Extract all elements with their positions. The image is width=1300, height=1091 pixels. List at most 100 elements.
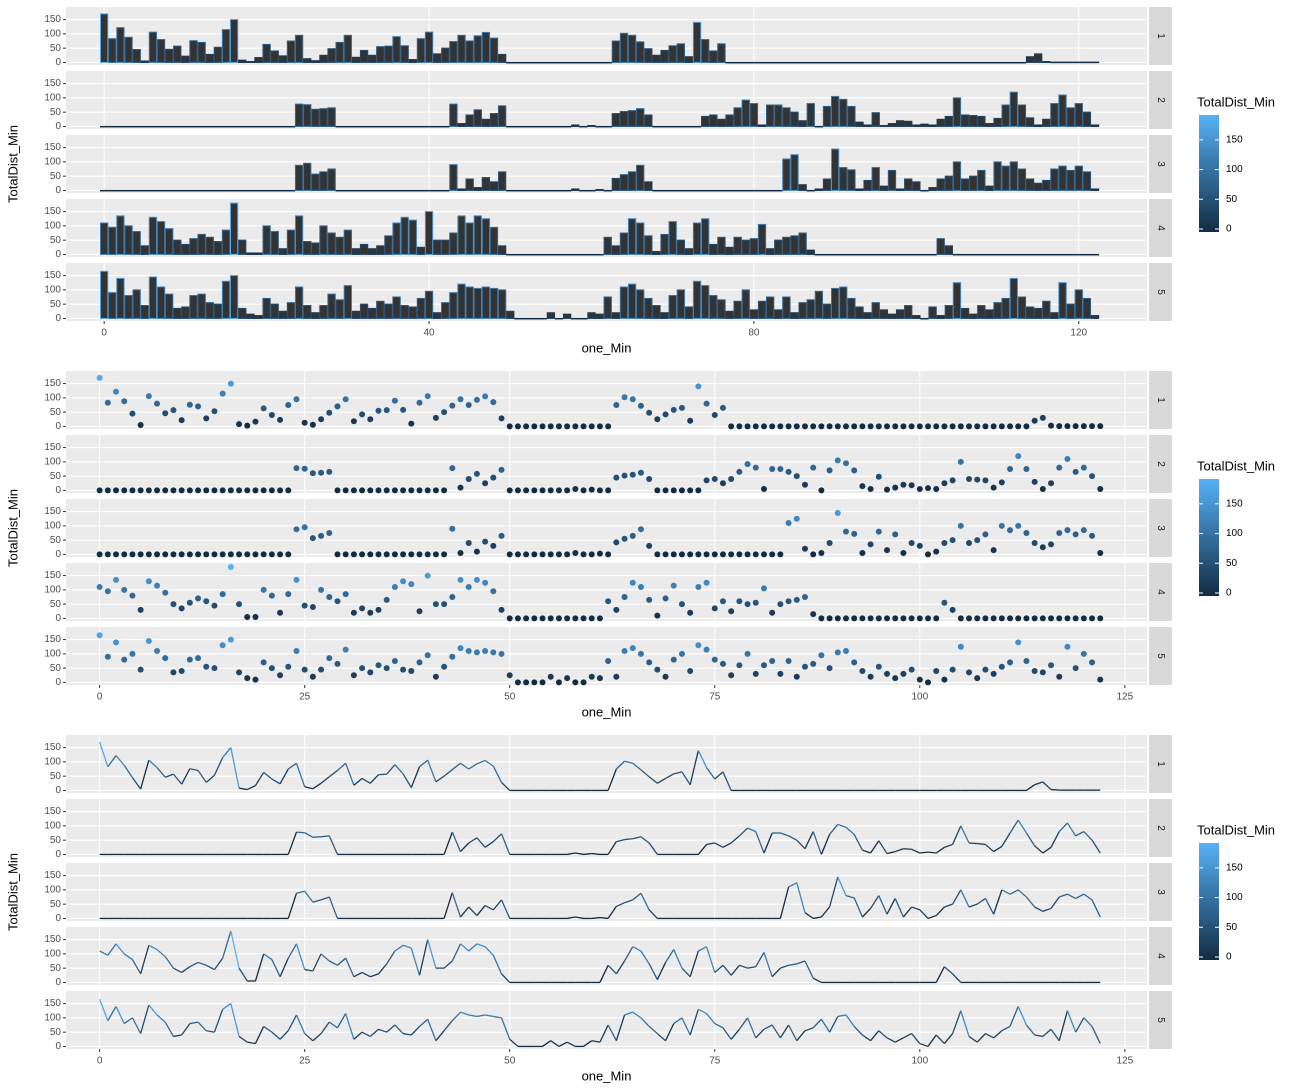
bar bbox=[1082, 253, 1092, 256]
strip-label: 3 bbox=[1155, 889, 1166, 895]
line-segment bbox=[894, 848, 904, 853]
line-segment bbox=[476, 759, 486, 765]
bar bbox=[806, 61, 815, 64]
point bbox=[465, 584, 472, 590]
bar bbox=[928, 306, 937, 319]
line-segment bbox=[501, 781, 511, 791]
bar bbox=[1082, 171, 1092, 191]
line-segment bbox=[500, 1017, 511, 1040]
line-segment bbox=[911, 848, 921, 854]
bar bbox=[351, 189, 361, 192]
bar bbox=[530, 61, 539, 64]
line-segment bbox=[443, 1020, 453, 1032]
bar bbox=[619, 32, 629, 63]
bar bbox=[1050, 168, 1059, 191]
line-segment bbox=[476, 943, 486, 948]
point bbox=[301, 419, 308, 426]
line-segment bbox=[1009, 1006, 1019, 1027]
line-segment bbox=[624, 838, 633, 841]
line-segment bbox=[960, 825, 970, 844]
panel bbox=[66, 927, 1147, 985]
y-axis-title: TotalDist_Min bbox=[5, 853, 20, 931]
point bbox=[588, 615, 595, 622]
bar bbox=[246, 189, 255, 192]
point bbox=[162, 655, 169, 662]
point bbox=[966, 669, 973, 676]
point bbox=[1023, 615, 1030, 622]
bar bbox=[717, 118, 726, 127]
point bbox=[252, 614, 259, 620]
bar bbox=[197, 125, 206, 128]
bar bbox=[140, 125, 149, 128]
point bbox=[400, 551, 407, 558]
line-segment bbox=[837, 876, 847, 896]
bar bbox=[985, 61, 994, 64]
line-segment bbox=[484, 759, 494, 767]
point bbox=[145, 638, 152, 644]
bar bbox=[830, 148, 840, 191]
bar bbox=[416, 38, 426, 63]
line-segment bbox=[665, 949, 675, 963]
bar bbox=[960, 253, 970, 256]
point bbox=[391, 551, 398, 558]
line-segment bbox=[755, 1028, 765, 1039]
line-segment bbox=[804, 1027, 814, 1032]
bar bbox=[977, 115, 986, 127]
point bbox=[408, 487, 415, 494]
bar bbox=[262, 297, 271, 319]
bar bbox=[132, 189, 141, 192]
bar bbox=[1066, 253, 1075, 256]
point bbox=[974, 615, 981, 622]
point bbox=[482, 579, 489, 586]
line-segment bbox=[164, 956, 174, 969]
x-tick-label: 0 bbox=[97, 1056, 103, 1067]
line-segment bbox=[222, 930, 232, 959]
point bbox=[391, 584, 398, 590]
bar bbox=[977, 305, 986, 319]
point bbox=[974, 675, 981, 682]
line-segment bbox=[796, 882, 806, 913]
bar bbox=[522, 61, 531, 64]
point bbox=[219, 390, 226, 397]
point bbox=[375, 662, 382, 669]
point bbox=[1080, 464, 1087, 471]
line-segment bbox=[903, 1032, 912, 1039]
bar bbox=[254, 189, 263, 192]
bar bbox=[286, 40, 296, 63]
x-axis-title: one_Min bbox=[582, 704, 632, 719]
point bbox=[949, 477, 956, 484]
point bbox=[1048, 615, 1055, 622]
point bbox=[572, 423, 579, 430]
point bbox=[219, 642, 226, 649]
point bbox=[687, 551, 694, 558]
colorbar-label: 150 bbox=[1226, 498, 1243, 509]
line-segment bbox=[1001, 889, 1011, 895]
bar bbox=[546, 189, 556, 192]
y-tick-label: 0 bbox=[55, 785, 61, 796]
bar bbox=[278, 248, 288, 255]
line-segment bbox=[779, 1024, 790, 1039]
bar bbox=[936, 118, 945, 127]
point bbox=[219, 591, 226, 598]
point bbox=[1007, 423, 1014, 430]
bar bbox=[197, 189, 206, 192]
bar bbox=[1042, 179, 1051, 191]
line-segment bbox=[681, 1017, 691, 1036]
point bbox=[432, 601, 439, 608]
point bbox=[1097, 615, 1104, 622]
bar bbox=[108, 226, 117, 255]
panel bbox=[66, 371, 1147, 429]
point bbox=[654, 416, 661, 423]
y-tick-label: 0 bbox=[55, 913, 61, 924]
bar bbox=[1082, 61, 1092, 64]
point bbox=[941, 423, 948, 430]
point bbox=[662, 411, 669, 418]
line-segment bbox=[689, 750, 699, 785]
point bbox=[875, 423, 882, 430]
point bbox=[949, 537, 956, 544]
bar bbox=[636, 289, 645, 319]
line-segment bbox=[451, 1011, 461, 1022]
bar bbox=[847, 169, 856, 191]
bar bbox=[579, 253, 588, 256]
point bbox=[785, 658, 792, 664]
